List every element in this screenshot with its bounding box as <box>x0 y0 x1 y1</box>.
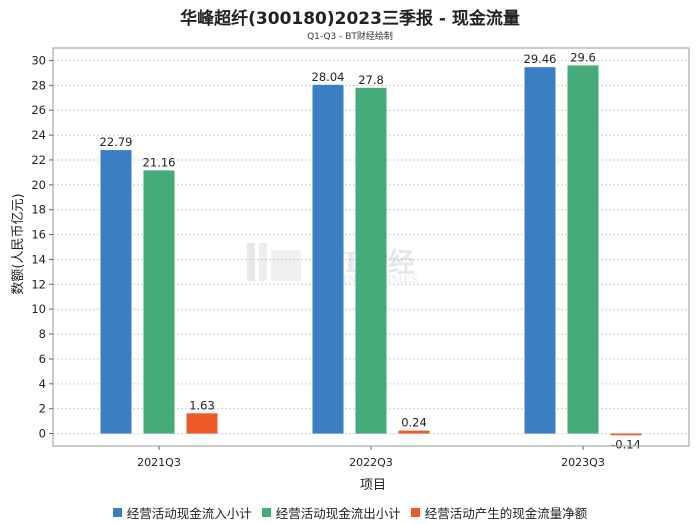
data-label: 29.46 <box>524 52 557 66</box>
legend-item[interactable]: 经营活动产生的现金流量净额 <box>410 503 588 522</box>
chart-subtitle: Q1-Q3 - BT财经绘制 <box>307 32 393 42</box>
legend-swatch <box>261 508 271 517</box>
legend: 经营活动现金流入小计 经营活动现金流出小计 经营活动产生的现金流量净额 <box>0 503 700 522</box>
y-tick-label: 16 <box>31 228 46 242</box>
x-tick-label: 2022Q3 <box>349 456 393 469</box>
y-tick-label: 20 <box>31 178 46 192</box>
bar <box>355 87 387 434</box>
legend-swatch <box>112 508 122 517</box>
watermark-logo-bar <box>247 243 255 281</box>
y-tick-label: 12 <box>31 277 46 291</box>
bar <box>524 67 556 434</box>
x-tick-label: 2021Q3 <box>137 456 181 469</box>
legend-label: 经营活动现金流出小计 <box>275 506 401 521</box>
data-label: 29.6 <box>570 50 596 64</box>
y-tick-label: 24 <box>31 128 46 142</box>
y-tick-label: 22 <box>31 153 46 167</box>
data-label: 22.79 <box>100 135 133 149</box>
y-tick-label: 2 <box>39 402 46 416</box>
y-tick-label: 6 <box>39 352 46 366</box>
bar <box>398 430 430 434</box>
chart-title: 华峰超纤(300180)2023三季报 - 现金流量 <box>180 9 520 29</box>
bar <box>100 150 132 434</box>
x-tick-label: 2023Q3 <box>561 456 605 469</box>
watermark-logo-block <box>271 250 301 281</box>
data-label: 1.63 <box>189 398 215 412</box>
legend-item[interactable]: 经营活动现金流入小计 <box>112 503 252 522</box>
data-label: 21.16 <box>143 155 176 169</box>
y-tick-label: 4 <box>39 377 46 391</box>
bar <box>312 84 344 434</box>
bar <box>610 433 642 436</box>
y-tick-label: 30 <box>31 53 46 67</box>
y-axis-label: 数额(人民币亿元) <box>11 193 26 294</box>
data-label: 0.24 <box>401 416 427 430</box>
bar <box>143 170 175 434</box>
y-tick-label: 10 <box>31 302 46 316</box>
data-label: -0.14 <box>611 437 641 451</box>
y-tick-label: 14 <box>31 252 46 266</box>
legend-swatch <box>410 508 420 517</box>
bar <box>186 413 218 434</box>
legend-item[interactable]: 经营活动现金流出小计 <box>261 503 401 522</box>
y-tick-label: 18 <box>31 203 46 217</box>
chart-area: BT财经 BUSINESSTIMES 22.7921.161.6328.0427… <box>11 47 690 493</box>
y-tick-label: 28 <box>31 78 46 92</box>
watermark-logo-bar <box>259 243 267 281</box>
bar <box>567 65 599 434</box>
data-label: 27.8 <box>358 73 384 87</box>
y-tick-label: 26 <box>31 103 46 117</box>
legend-label: 经营活动现金流入小计 <box>126 506 252 521</box>
legend-label: 经营活动产生的现金流量净额 <box>424 506 588 521</box>
x-axis-label: 项目 <box>360 478 386 493</box>
data-label: 28.04 <box>312 70 345 84</box>
y-tick-label: 0 <box>39 427 46 441</box>
y-tick-label: 8 <box>39 327 46 341</box>
